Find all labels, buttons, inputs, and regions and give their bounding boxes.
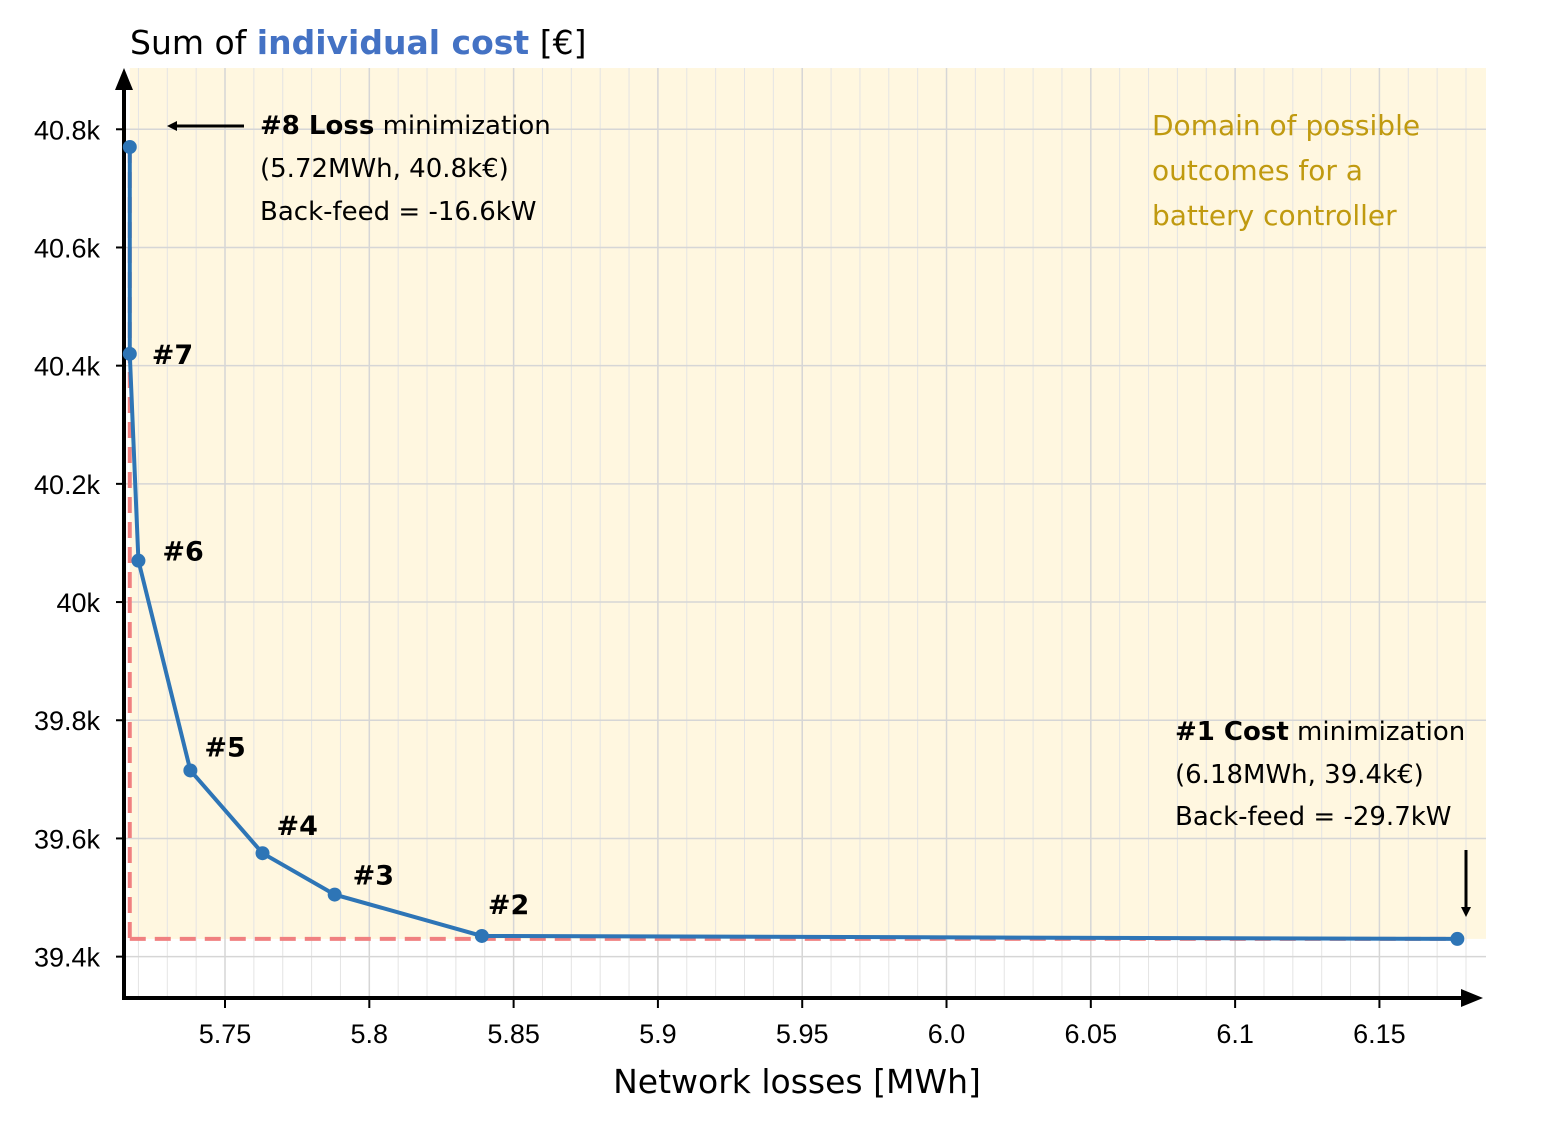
svg-text:(5.72MWh, 40.8k€): (5.72MWh, 40.8k€) [260,154,509,184]
svg-text:Back-feed = -16.6kW: Back-feed = -16.6kW [260,197,537,227]
point-label: #7 [152,340,193,371]
svg-text:Back-feed = -29.7kW: Back-feed = -29.7kW [1175,802,1452,832]
data-point [474,928,489,943]
data-point [327,887,342,902]
x-tick-label: 6.15 [1353,1019,1406,1049]
series-line [127,147,1458,941]
data-points [122,140,1465,946]
annotation-loss-minimization: #8 Loss minimization (5.72MWh, 40.8k€) B… [167,111,551,227]
x-tick-label: 6.05 [1065,1019,1118,1049]
y-tick-label: 39.6k [34,824,101,854]
data-point [122,140,137,155]
annotation-cost-minimization: #1 Cost minimization (6.18MWh, 39.4k€) B… [1175,717,1471,917]
y-tick-label: 40.6k [34,233,101,263]
x-tick-label: 6.0 [928,1019,966,1049]
point-labels: #7 #6 #5 #4 #3 #2 [152,340,530,921]
x-ticks: 5.75 5.8 5.85 5.9 5.95 6.0 6.05 6.1 6.15 [199,998,1406,1049]
domain-text: Domain of possible outcomes for a batter… [1152,109,1429,232]
x-tick-label: 6.1 [1216,1019,1254,1049]
x-axis-arrow [1461,989,1483,1007]
x-tick-label: 5.8 [351,1019,389,1049]
svg-text:(6.18MWh, 39.4k€): (6.18MWh, 39.4k€) [1175,760,1424,790]
svg-text:#1 Cost minimization: #1 Cost minimization [1175,717,1465,747]
domain-shading [129,68,1486,939]
y-tick-label: 39.8k [34,706,101,736]
x-tick-label: 5.85 [487,1019,540,1049]
y-axis-label: Sum of individual cost [€] [130,23,586,62]
x-tick-label: 5.75 [199,1019,252,1049]
point-label: #5 [204,732,245,763]
svg-text:#8 Loss minimization: #8 Loss minimization [260,111,551,141]
data-point [183,763,198,778]
data-point [122,346,137,361]
point-label: #2 [488,890,529,921]
y-tick-label: 40.4k [34,352,101,382]
point-label: #6 [162,537,203,568]
data-point [1450,931,1465,946]
y-tick-label: 39.4k [34,943,101,973]
y-tick-label: 40.2k [34,470,101,500]
x-tick-label: 5.95 [776,1019,829,1049]
data-point [131,553,146,568]
y-axis-label-highlight: individual cost [257,23,530,62]
y-ticks: 39.4k 39.6k 39.8k 40k 40.2k 40.4k 40.6k 40.8k [34,115,124,973]
data-point [255,846,270,861]
x-tick-label: 5.9 [639,1019,677,1049]
grid [124,68,1486,998]
y-tick-label: 40k [56,588,100,618]
point-label: #4 [277,811,318,842]
point-label: #3 [353,861,394,892]
x-axis-label: Network losses [MWh] [613,1062,981,1101]
y-axis-arrow [115,68,133,90]
y-tick-label: 40.8k [34,115,101,145]
